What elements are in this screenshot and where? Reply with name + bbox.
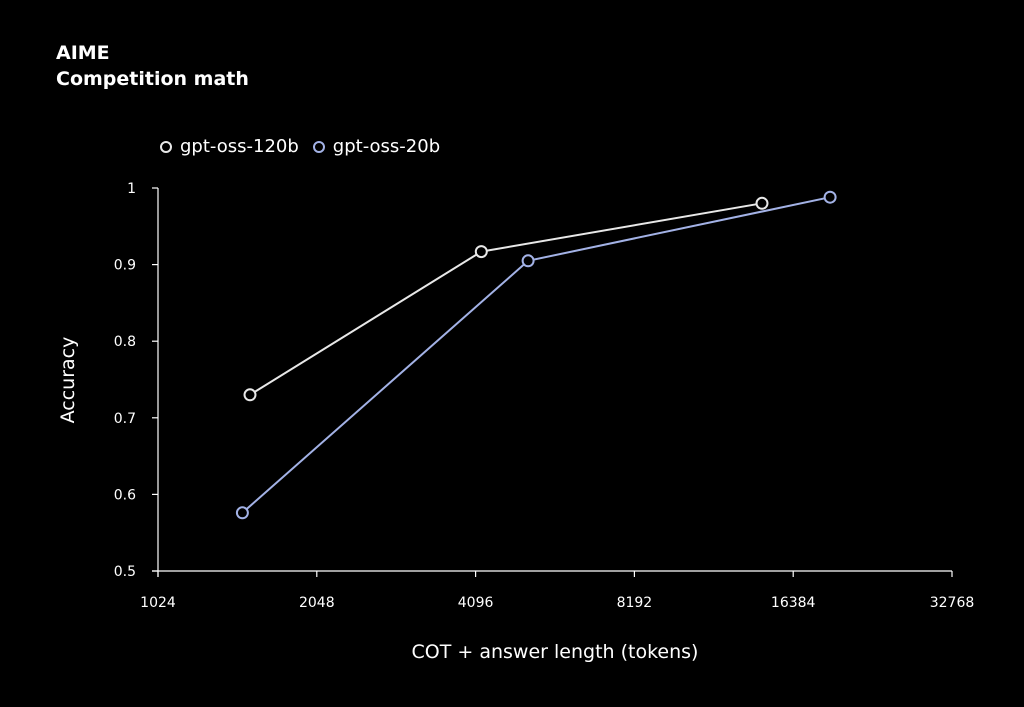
series-gpt-oss-20b — [235, 190, 837, 520]
x-tick-label: 2048 — [299, 595, 335, 611]
legend-label-120b: gpt-oss-120b — [180, 136, 299, 157]
chart-title-block: AIME Competition math — [56, 40, 249, 92]
y-tick-label: 0.8 — [114, 334, 136, 350]
x-tick-label: 8192 — [617, 595, 653, 611]
data-point-gpt-oss-20b — [521, 254, 535, 268]
legend-item-gpt-oss-120b: gpt-oss-120b — [160, 136, 299, 157]
x-tick-label: 32768 — [930, 595, 975, 611]
y-axis-title: Accuracy — [57, 337, 79, 424]
y-tick-label: 0.5 — [114, 564, 136, 580]
legend-label-20b: gpt-oss-20b — [332, 136, 441, 157]
legend-marker-120b — [160, 140, 172, 153]
data-point-gpt-oss-120b — [243, 388, 257, 402]
axes: 0.5 0.6 0.7 0.8 0.9 1 1024 2048 4096 8192 16384 327… — [114, 181, 975, 611]
y-tick-label: 1 — [127, 181, 136, 197]
x-tick-label: 4096 — [458, 595, 494, 611]
series-gpt-oss-120b — [243, 196, 769, 402]
y-tick-label: 0.7 — [114, 411, 136, 427]
legend-marker-20b — [312, 140, 325, 153]
series-layer — [235, 190, 837, 520]
x-axis-title: COT + answer length (tokens) — [412, 641, 699, 663]
data-point-gpt-oss-20b — [823, 190, 837, 204]
chart-title: AIME — [56, 42, 110, 64]
data-point-gpt-oss-20b — [235, 506, 249, 520]
legend: gpt-oss-120b gpt-oss-20b — [160, 136, 440, 157]
series-line-gpt-oss-120b — [249, 202, 763, 396]
chart-subtitle: Competition math — [56, 68, 249, 90]
data-point-gpt-oss-120b — [474, 245, 488, 259]
y-tick-label: 0.6 — [114, 487, 136, 503]
x-tick-label: 16384 — [771, 595, 816, 611]
series-line-gpt-oss-20b — [241, 196, 831, 514]
y-tick-label: 0.9 — [114, 258, 136, 274]
x-tick-label: 1024 — [140, 595, 176, 611]
legend-item-gpt-oss-20b: gpt-oss-20b — [312, 136, 441, 157]
data-point-gpt-oss-120b — [755, 196, 769, 210]
